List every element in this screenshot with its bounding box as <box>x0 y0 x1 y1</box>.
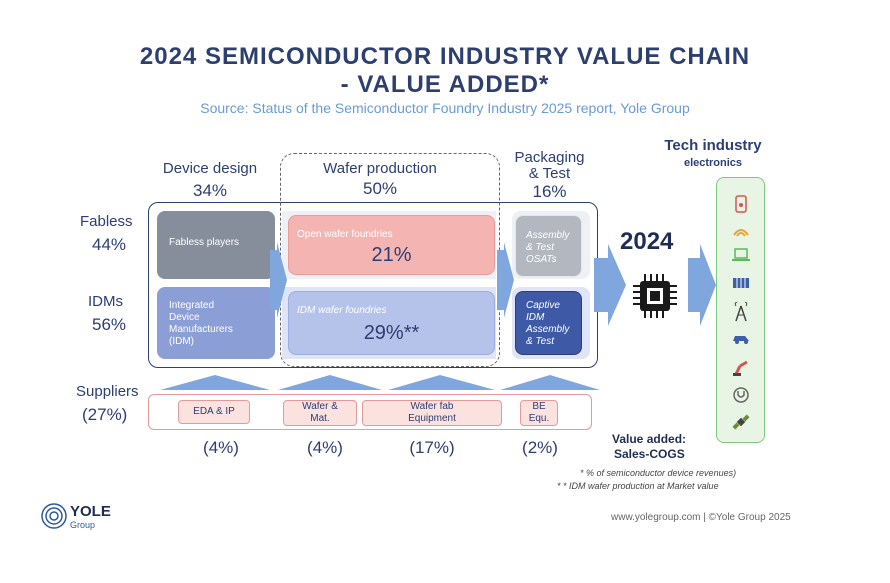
suppliers-pct: (27%) <box>82 405 128 424</box>
open-foundries-text: Open wafer foundries <box>297 229 393 240</box>
supplier-wafer-mat-text-2: Mat. <box>310 413 330 424</box>
supplier-be-text-2: Equ. <box>528 413 550 424</box>
wafer-production-label: Wafer production <box>323 160 437 177</box>
fabless-players-box: Fabless players <box>157 211 275 279</box>
captive-text-3: Assembly <box>526 324 570 335</box>
supplier-eda-box: EDA & IP <box>178 400 250 424</box>
packaging-label-1: Packaging <box>514 149 585 166</box>
open-foundries-box: Open wafer foundries 21% <box>288 215 495 275</box>
arrow-design-to-wafer <box>270 242 287 318</box>
supplier-eda-pct: (4%) <box>203 438 239 457</box>
supplier-be-pct: (2%) <box>522 438 558 457</box>
idm-text-4: (IDM) <box>169 336 194 347</box>
value-added-label-2: Sales-COGS <box>614 447 685 461</box>
server-icon <box>729 271 753 295</box>
robot-arm-icon <box>729 354 753 378</box>
source-text: Source: Status of the Semiconductor Foun… <box>200 100 690 116</box>
idms-pct: 56% <box>92 315 127 334</box>
idm-foundries-pct: 29%** <box>363 322 420 344</box>
title-line2: - VALUE ADDED* <box>340 71 550 98</box>
footnote-2: * * IDM wafer production at Market value <box>557 481 719 491</box>
packaging-pct: 16% <box>532 182 567 201</box>
tech-industry-box <box>716 177 765 443</box>
footnote-1: * % of semiconductor device revenues) <box>580 468 737 478</box>
supplier-arrow-4 <box>500 375 600 390</box>
idm-text-3: Manufacturers <box>169 324 233 335</box>
suppliers-frame <box>148 394 592 430</box>
osat-text-1: Assembly <box>526 230 570 241</box>
footer-text: www.yolegroup.com | ©Yole Group 2025 <box>611 512 791 523</box>
idm-text-1: Integrated <box>169 300 215 311</box>
captive-text-1: Captive <box>526 300 560 311</box>
fabless-label: Fabless <box>80 213 133 230</box>
yole-logo-text: YOLE <box>70 503 111 520</box>
supplier-arrow-3 <box>388 375 495 390</box>
supplier-eda-text: EDA & IP <box>193 406 235 417</box>
idm-box: Integrated Device Manufacturers (IDM) <box>157 287 275 359</box>
yole-logo-icon <box>41 503 67 529</box>
supplier-fab-equipment-pct: (17%) <box>409 438 455 457</box>
supplier-be-text-1: BE <box>532 401 546 412</box>
yole-logo-sub: Group <box>70 520 96 530</box>
supplier-arrow-2 <box>278 375 382 390</box>
device-design-label: Device design <box>162 160 258 177</box>
arrow-to-tech <box>688 244 716 326</box>
wafer-production-pct: 50% <box>362 179 398 198</box>
idm-foundries-box: IDM wafer foundries 29%** <box>288 291 495 355</box>
tech-industry-sublabel: electronics <box>683 157 743 169</box>
title-line1: 2024 SEMICONDUCTOR INDUSTRY VALUE CHAIN <box>139 43 751 70</box>
phone-icon <box>729 192 753 216</box>
idms-label: IDMs <box>88 293 123 310</box>
chip-icon <box>633 274 677 318</box>
year-label: 2024 <box>620 228 674 255</box>
supplier-wafer-mat-box: Wafer & Mat. <box>283 400 357 426</box>
osat-box: Assembly & Test OSATs <box>515 215 582 277</box>
osat-text-3: OSATs <box>526 254 557 265</box>
arrow-to-chip <box>594 244 626 326</box>
supplier-wafer-mat-pct: (4%) <box>307 438 343 457</box>
value-added-label-1: Value added: <box>612 432 687 446</box>
captive-text-4: & Test <box>526 336 554 347</box>
device-design-pct: 34% <box>192 181 228 200</box>
laptop-icon <box>729 243 753 267</box>
car-icon <box>729 326 753 350</box>
stethoscope-icon <box>729 383 753 407</box>
open-foundries-pct: 21% <box>371 244 412 266</box>
captive-text-2: IDM <box>526 312 545 323</box>
supplier-fab-equipment-text-2: Equipment <box>408 413 456 424</box>
fabless-pct: 44% <box>92 235 127 254</box>
supplier-arrow-1 <box>160 375 270 390</box>
satellite-icon <box>729 410 753 434</box>
arrow-wafer-to-packaging <box>497 242 514 318</box>
antenna-icon <box>729 300 753 324</box>
supplier-wafer-mat-text-1: Wafer & <box>302 401 338 412</box>
supplier-be-box: BE Equ. <box>520 400 558 426</box>
packaging-label-2: & Test <box>528 165 571 182</box>
tech-industry-label: Tech industry <box>664 137 762 154</box>
idm-text-2: Device <box>169 312 200 323</box>
captive-box: Captive IDM Assembly & Test <box>515 291 582 355</box>
osat-text-2: & Test <box>526 242 554 253</box>
router-icon <box>729 220 753 244</box>
suppliers-label: Suppliers <box>76 383 139 400</box>
supplier-fab-equipment-box: Wafer fab Equipment <box>362 400 502 426</box>
idm-foundries-text: IDM wafer foundries <box>297 305 387 316</box>
supplier-fab-equipment-text-1: Wafer fab <box>410 401 454 412</box>
fabless-players-text: Fabless players <box>169 237 240 248</box>
